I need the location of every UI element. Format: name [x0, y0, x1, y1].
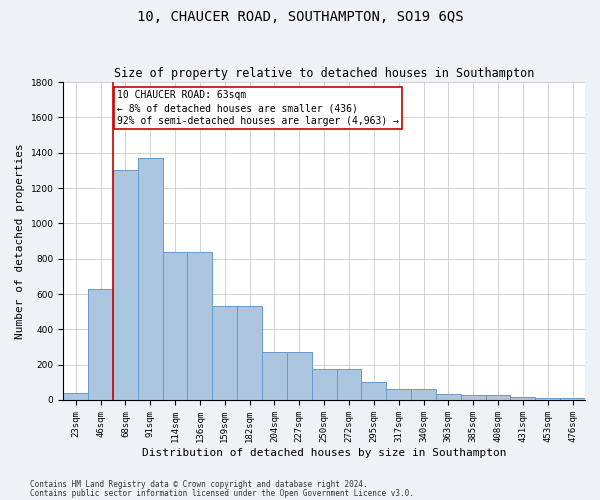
Bar — [411, 390, 436, 400]
Bar — [436, 394, 461, 400]
Text: Contains HM Land Registry data © Crown copyright and database right 2024.: Contains HM Land Registry data © Crown c… — [30, 480, 368, 489]
Bar — [237, 306, 262, 400]
Bar — [63, 393, 88, 400]
Bar — [262, 352, 287, 400]
Bar — [212, 306, 237, 400]
Bar — [88, 288, 113, 400]
Text: 10, CHAUCER ROAD, SOUTHAMPTON, SO19 6QS: 10, CHAUCER ROAD, SOUTHAMPTON, SO19 6QS — [137, 10, 463, 24]
Bar — [138, 158, 163, 400]
Bar — [485, 394, 511, 400]
Text: 10 CHAUCER ROAD: 63sqm
← 8% of detached houses are smaller (436)
92% of semi-det: 10 CHAUCER ROAD: 63sqm ← 8% of detached … — [116, 90, 398, 126]
Bar — [113, 170, 138, 400]
Text: Contains public sector information licensed under the Open Government Licence v3: Contains public sector information licen… — [30, 490, 414, 498]
Bar — [337, 369, 361, 400]
Bar — [187, 252, 212, 400]
Bar — [461, 394, 485, 400]
Bar — [163, 252, 187, 400]
Bar — [287, 352, 312, 400]
Bar — [511, 398, 535, 400]
Bar — [361, 382, 386, 400]
Bar — [312, 369, 337, 400]
Title: Size of property relative to detached houses in Southampton: Size of property relative to detached ho… — [114, 66, 535, 80]
Bar — [386, 390, 411, 400]
Bar — [560, 398, 585, 400]
Y-axis label: Number of detached properties: Number of detached properties — [15, 143, 25, 339]
Bar — [535, 398, 560, 400]
X-axis label: Distribution of detached houses by size in Southampton: Distribution of detached houses by size … — [142, 448, 506, 458]
